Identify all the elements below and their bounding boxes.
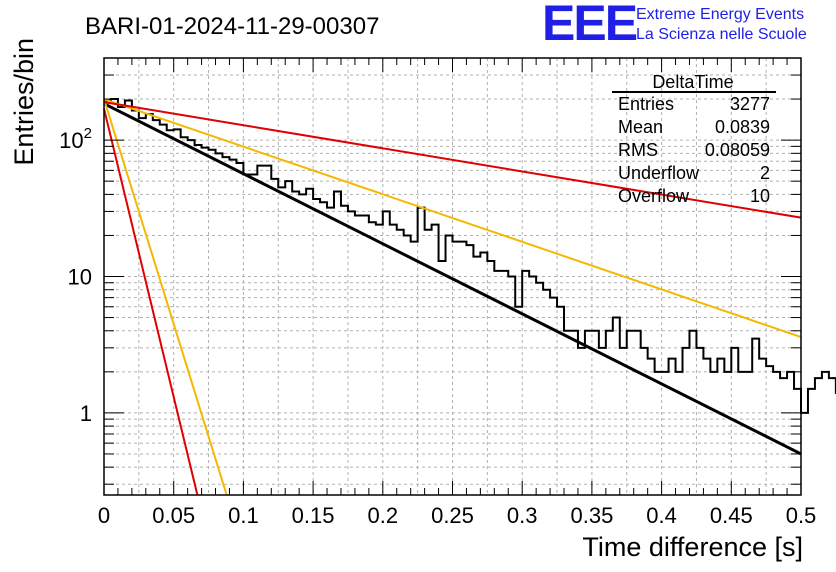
x-axis-title: Time difference [s]	[582, 532, 803, 562]
axes	[103, 57, 802, 496]
x-tick-label: 0.05	[152, 503, 195, 528]
histogram-bars	[104, 98, 836, 414]
stats-label: Mean	[618, 117, 663, 137]
x-tick-label: 0.45	[710, 503, 753, 528]
logo-line-1: Extreme Energy Events	[636, 6, 804, 23]
x-tick-label: 0.35	[570, 503, 613, 528]
x-tick-label: 0.25	[431, 503, 474, 528]
stats-label: Underflow	[618, 163, 700, 183]
logo-mark: EEE	[542, 0, 637, 51]
stats-value: 0.0839	[715, 117, 770, 137]
stats-box: DeltaTime Entries 3277 Mean 0.0839 RMS 0.0805…	[612, 72, 776, 206]
stats-rows: Entries 3277 Mean 0.0839 RMS 0.08059Underflow…	[618, 94, 770, 206]
fit-line	[103, 102, 802, 456]
bound-line	[103, 108, 199, 496]
x-tick-label: 0.4	[646, 503, 677, 528]
stats-value: 0.08059	[705, 140, 770, 160]
chart-title: BARI-01-2024-11-29-00307	[85, 13, 379, 40]
x-tick-label: 0	[98, 503, 110, 528]
x-tick-label: 0.3	[507, 503, 538, 528]
x-tick-label: 0.5	[786, 503, 817, 528]
y-axis-title: Entries/bin	[9, 38, 39, 166]
logo-line-2: La Scienza nelle Scuole	[636, 26, 807, 43]
bound-line	[103, 101, 802, 219]
x-tick-label: 0.1	[228, 503, 259, 528]
y-tick-label: 10	[68, 265, 92, 290]
stats-label: RMS	[618, 140, 658, 160]
stats-label: Overflow	[618, 186, 690, 206]
y-tick-exponent: 2	[84, 125, 92, 142]
stats-title: DeltaTime	[652, 72, 733, 92]
bound-line	[103, 98, 802, 338]
eee-logo: EEE Extreme Energy Events La Scienza nel…	[542, 0, 807, 51]
stats-value: 2	[760, 163, 770, 183]
x-tick-labels: 0 0.05 0.1 0.15 0.2 0.25 0.3 0.35 0.4 0.45 0.5	[98, 503, 816, 528]
x-tick-label: 0.15	[292, 503, 335, 528]
x-tick-label: 0.2	[368, 503, 399, 528]
fit-curves	[103, 98, 802, 496]
stats-value: 10	[750, 186, 770, 206]
bound-line	[103, 98, 228, 496]
histogram	[104, 98, 836, 414]
y-tick-label: 1	[80, 401, 92, 426]
stats-label: Entries	[618, 94, 674, 114]
stats-value: 3277	[730, 94, 770, 114]
